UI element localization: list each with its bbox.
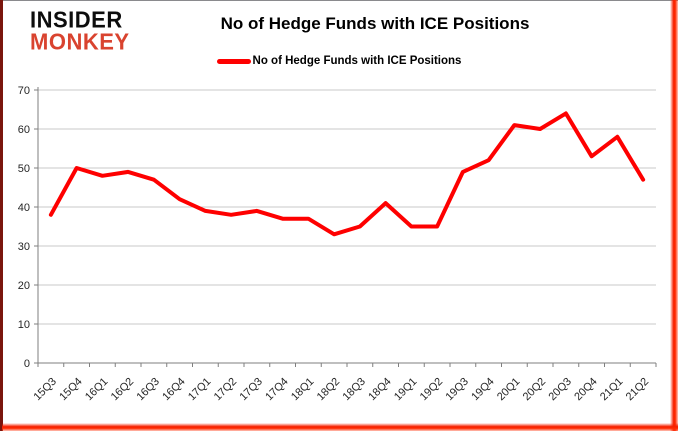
x-tick-label: 20Q3 bbox=[546, 376, 574, 404]
y-tick-label: 0 bbox=[24, 358, 30, 370]
x-tick-label: 18Q2 bbox=[315, 376, 343, 404]
y-tick-label: 20 bbox=[18, 280, 30, 292]
x-tick-label: 15Q4 bbox=[57, 376, 85, 404]
page-title: No of Hedge Funds with ICE Positions bbox=[220, 14, 530, 33]
x-tick-label: 19Q1 bbox=[392, 376, 420, 404]
x-tick-label: 19Q2 bbox=[418, 376, 446, 404]
x-tick-label: 16Q4 bbox=[160, 376, 188, 404]
x-tick-label: 18Q1 bbox=[289, 376, 317, 404]
card-border-left bbox=[0, 0, 3, 431]
legend-label: No of Hedge Funds with ICE Positions bbox=[252, 55, 462, 67]
logo-insider-text: INSIDER bbox=[30, 6, 123, 33]
y-tick-label: 50 bbox=[18, 163, 30, 175]
x-tick-label: 17Q3 bbox=[237, 376, 265, 404]
card-border-bottom-glow bbox=[2, 423, 678, 431]
x-tick-label: 15Q3 bbox=[31, 376, 59, 404]
y-tick-label: 60 bbox=[18, 124, 30, 136]
x-tick-label: 16Q1 bbox=[83, 376, 111, 404]
legend-line-swatch-icon bbox=[216, 58, 251, 64]
axes bbox=[37, 87, 657, 367]
x-axis-labels: 15Q315Q416Q116Q216Q316Q417Q117Q217Q317Q4… bbox=[31, 376, 651, 404]
brand-logo: INSIDER MONKEY bbox=[30, 6, 130, 56]
x-tick-label: 19Q3 bbox=[443, 376, 471, 404]
x-tick-label: 18Q3 bbox=[340, 376, 368, 404]
x-tick-label: 16Q2 bbox=[109, 376, 137, 404]
x-tick-label: 18Q4 bbox=[366, 376, 394, 404]
logo-monkey-text: MONKEY bbox=[30, 28, 130, 56]
x-tick-label: 21Q2 bbox=[624, 376, 652, 404]
card-border-top bbox=[0, 0, 678, 1]
x-tick-label: 20Q4 bbox=[572, 376, 600, 404]
x-tick-label: 21Q1 bbox=[598, 376, 626, 404]
x-tick-label: 20Q2 bbox=[521, 376, 549, 404]
card-border-right-glow bbox=[670, 0, 678, 431]
x-tick-label: 20Q1 bbox=[495, 376, 523, 404]
x-tick-label: 17Q4 bbox=[263, 376, 291, 404]
x-tick-label: 17Q2 bbox=[212, 376, 240, 404]
y-axis-labels: 0 10 20 30 40 50 60 70 bbox=[18, 85, 30, 370]
legend: No of Hedge Funds with ICE Positions bbox=[0, 55, 678, 67]
y-tick-label: 40 bbox=[18, 202, 30, 214]
x-tick-label: 16Q3 bbox=[134, 376, 162, 404]
y-tick-label: 70 bbox=[18, 85, 30, 97]
y-tick-label: 10 bbox=[18, 319, 30, 331]
gridlines bbox=[34, 89, 656, 364]
x-tick-label: 19Q4 bbox=[469, 376, 497, 404]
data-line bbox=[48, 111, 646, 237]
x-tick-label: 17Q1 bbox=[186, 376, 214, 404]
y-tick-label: 30 bbox=[18, 241, 30, 253]
